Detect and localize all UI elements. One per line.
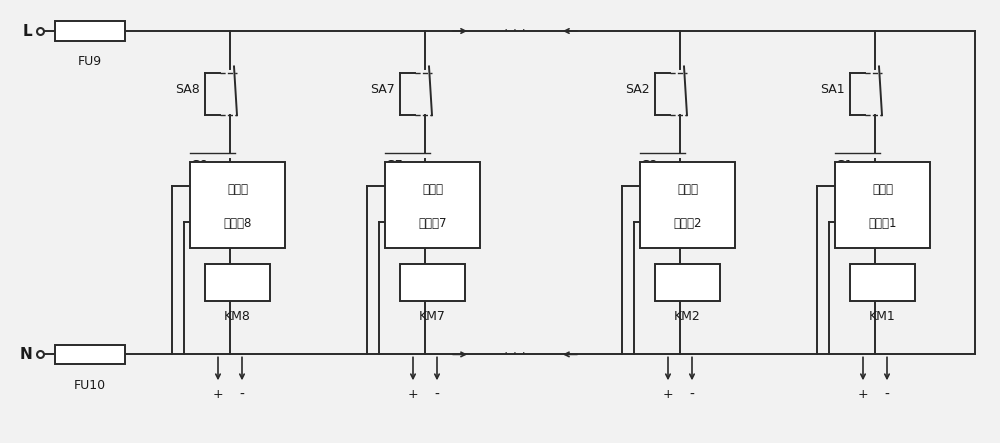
Text: SA8: SA8 [175, 83, 200, 96]
Text: +: + [858, 388, 868, 400]
Text: SA1: SA1 [820, 83, 845, 96]
Text: FU10: FU10 [74, 379, 106, 392]
Text: · · ·: · · · [504, 347, 526, 361]
Text: +: + [213, 388, 223, 400]
Text: 制仪表7: 制仪表7 [418, 218, 447, 230]
Text: 温度控: 温度控 [422, 183, 443, 196]
Text: G1: G1 [835, 159, 853, 172]
Bar [640, 162, 735, 248]
Bar [205, 264, 270, 301]
Bar [835, 162, 930, 248]
Text: +: + [663, 388, 673, 400]
Text: 温度控: 温度控 [677, 183, 698, 196]
Bar [385, 162, 480, 248]
Text: -: - [435, 388, 439, 402]
Text: G2: G2 [640, 159, 658, 172]
Text: 制仪表8: 制仪表8 [223, 218, 252, 230]
Text: L: L [22, 23, 32, 39]
Text: SA2: SA2 [625, 83, 650, 96]
Text: -: - [240, 388, 244, 402]
Text: G8: G8 [190, 159, 208, 172]
Bar [655, 264, 720, 301]
Bar [55, 345, 125, 364]
Text: KM1: KM1 [869, 310, 896, 323]
Text: 制仪表2: 制仪表2 [673, 218, 702, 230]
Text: KM8: KM8 [224, 310, 251, 323]
Text: -: - [690, 388, 694, 402]
Text: KM7: KM7 [419, 310, 446, 323]
Bar [400, 264, 465, 301]
Bar [190, 162, 285, 248]
Text: 温度控: 温度控 [872, 183, 893, 196]
Text: +: + [408, 388, 418, 400]
Text: N: N [19, 347, 32, 362]
Text: KM2: KM2 [674, 310, 701, 323]
Bar [850, 264, 915, 301]
Bar [55, 21, 125, 41]
Text: 温度控: 温度控 [227, 183, 248, 196]
Text: SA7: SA7 [370, 83, 395, 96]
Text: -: - [885, 388, 889, 402]
Text: 制仪表1: 制仪表1 [868, 218, 897, 230]
Text: · · ·: · · · [504, 24, 526, 38]
Text: G7: G7 [385, 159, 403, 172]
Text: FU9: FU9 [78, 55, 102, 68]
